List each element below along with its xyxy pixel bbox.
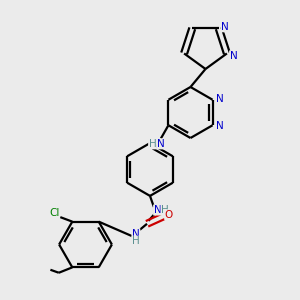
Text: N: N: [216, 121, 224, 131]
Text: N: N: [230, 51, 237, 61]
Text: H: H: [132, 236, 140, 246]
Text: N: N: [157, 139, 165, 149]
Text: H: H: [161, 205, 169, 215]
Text: H: H: [148, 139, 156, 149]
Text: N: N: [154, 205, 161, 215]
Text: O: O: [165, 210, 173, 220]
Text: N: N: [132, 229, 140, 239]
Text: Cl: Cl: [49, 208, 59, 218]
Text: N: N: [216, 94, 224, 104]
Text: N: N: [221, 22, 229, 32]
